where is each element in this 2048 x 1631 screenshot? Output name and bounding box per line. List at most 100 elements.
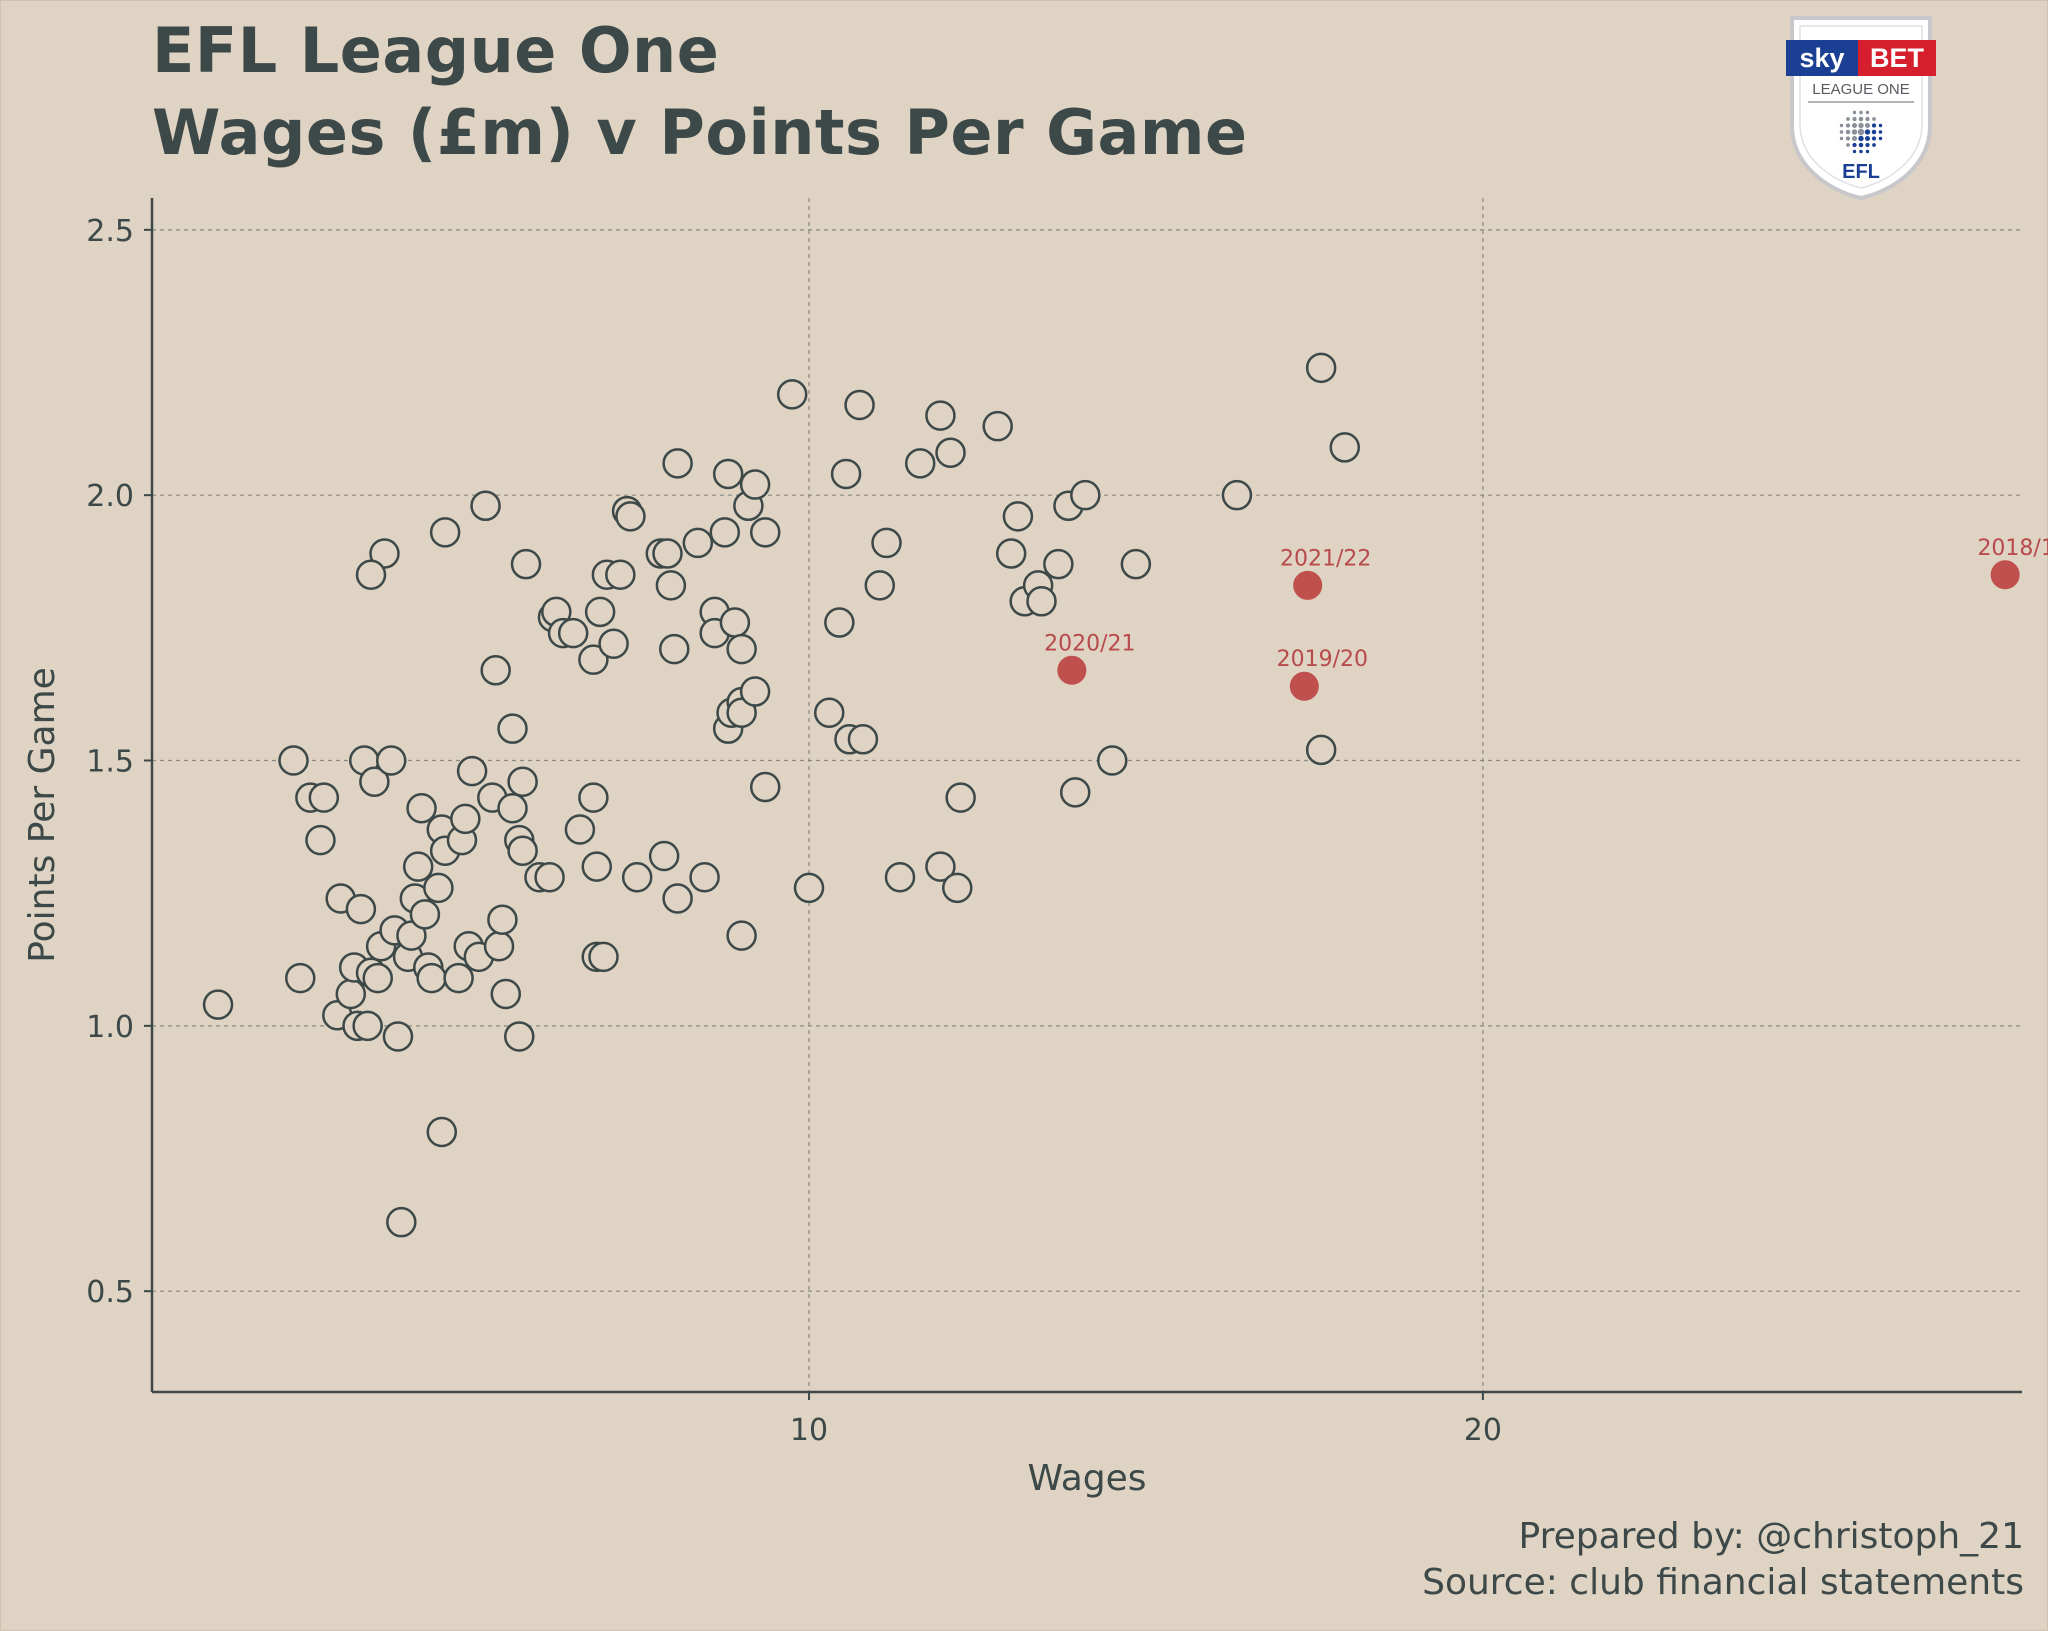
tick-labels: 0.5 1.0 1.5 2.0 2.5 10 20 — [86, 214, 1502, 1448]
axes — [144, 198, 2022, 1400]
data-point — [534, 862, 565, 893]
logo-ball-dot — [1852, 142, 1857, 148]
logo-ball-dot — [1864, 129, 1871, 135]
logo-ball-dot — [1857, 128, 1865, 136]
logo-ball-dot — [1859, 110, 1863, 115]
data-point — [749, 771, 781, 803]
logo-ball-dot — [1878, 123, 1883, 128]
logo-ball-dot — [1845, 129, 1851, 135]
data-point — [483, 930, 515, 962]
logo-ball-dot — [1871, 123, 1877, 128]
logo-ball-dot — [1852, 116, 1857, 122]
logo-sky-text: sky — [1799, 43, 1844, 73]
data-point — [362, 962, 393, 994]
data-point — [396, 920, 427, 951]
logo-bet-text: BET — [1870, 43, 1925, 73]
logo-ball-dot — [1858, 135, 1864, 142]
data-point — [884, 862, 916, 893]
logo-ball-dot — [1865, 142, 1870, 148]
data-point — [429, 517, 461, 548]
data-point — [1002, 501, 1034, 532]
data-point — [1120, 548, 1152, 580]
y-tick-label: 2.5 — [86, 214, 134, 249]
logo-ball-dot — [1865, 110, 1870, 115]
y-tick-label: 1.0 — [86, 1010, 134, 1045]
data-point — [375, 745, 407, 776]
data-point — [659, 633, 690, 665]
data-point — [426, 1116, 458, 1148]
data-point — [652, 538, 683, 569]
logo-ball-dot — [1878, 136, 1883, 141]
data-point — [726, 697, 757, 728]
data-point — [719, 607, 751, 638]
data-point — [369, 538, 400, 569]
data-point — [662, 883, 693, 914]
data-point — [285, 962, 316, 994]
data-point — [480, 655, 511, 686]
logo-sky-band — [1786, 40, 1858, 76]
logo-ball-dot — [1864, 122, 1871, 129]
data-point — [487, 904, 518, 935]
grid-lines — [152, 198, 2022, 1392]
data-point — [507, 835, 538, 866]
data-point — [456, 755, 488, 787]
logo-ball-dot — [1872, 117, 1876, 121]
data-point — [352, 1010, 383, 1042]
logo-ball-dot — [1864, 135, 1871, 142]
y-tick-label: 0.5 — [86, 1275, 134, 1310]
logo-ball-dot — [1871, 129, 1877, 135]
data-point — [423, 872, 454, 904]
data-point — [409, 899, 441, 930]
data-point — [1059, 777, 1091, 808]
data-point — [776, 379, 808, 410]
logo-ball-dot — [1839, 130, 1844, 134]
data-point — [450, 803, 481, 835]
logo-ball-dot — [1839, 123, 1844, 128]
data-point — [689, 862, 720, 893]
season-label: 2020/21 — [1044, 631, 1135, 656]
logo-ball-dot — [1851, 129, 1858, 135]
data-point — [1070, 479, 1101, 511]
data-point — [749, 517, 781, 548]
data-point — [406, 793, 437, 824]
efl-league-one-logo: sky BET LEAGUE ONE EFL — [1786, 16, 1936, 200]
data-point — [935, 437, 966, 468]
data-point — [1043, 548, 1074, 580]
highlight-point — [1990, 560, 2020, 590]
data-points — [202, 352, 1361, 1238]
data-point — [942, 872, 973, 904]
data-point — [386, 1206, 417, 1238]
logo-ball-dot — [1865, 149, 1870, 154]
data-point — [598, 628, 629, 660]
logo-ball-dot — [1872, 143, 1876, 147]
data-point — [1329, 432, 1361, 463]
highlight-point — [1057, 655, 1087, 685]
logo-ball-dot — [1851, 122, 1858, 129]
data-point — [308, 782, 340, 813]
y-axis-label: Points Per Game — [22, 667, 63, 963]
data-point — [813, 697, 845, 728]
data-point — [655, 570, 687, 601]
logo-efl-text: EFL — [1842, 161, 1880, 183]
footer-prepared-by: Prepared by: @christoph_21 — [1518, 1516, 2025, 1557]
data-point — [995, 538, 1027, 569]
y-tick-label: 1.5 — [86, 745, 134, 780]
logo-ball-dot — [1858, 116, 1864, 122]
data-point — [490, 978, 522, 1010]
logo-ball-dot — [1851, 135, 1858, 142]
logo-bet-band — [1858, 40, 1936, 76]
data-point — [739, 676, 771, 707]
logo-ball-dot — [1846, 143, 1850, 147]
logo-ball-dot — [1858, 142, 1864, 148]
data-point — [335, 978, 367, 1010]
logo-ball-dot — [1852, 149, 1857, 154]
data-point — [504, 1021, 535, 1052]
data-point — [510, 548, 542, 580]
data-point — [584, 596, 616, 628]
data-point — [662, 448, 693, 479]
data-point — [982, 410, 1013, 442]
data-point — [278, 745, 309, 776]
data-point — [793, 872, 825, 904]
y-tick-label: 2.0 — [86, 479, 134, 514]
